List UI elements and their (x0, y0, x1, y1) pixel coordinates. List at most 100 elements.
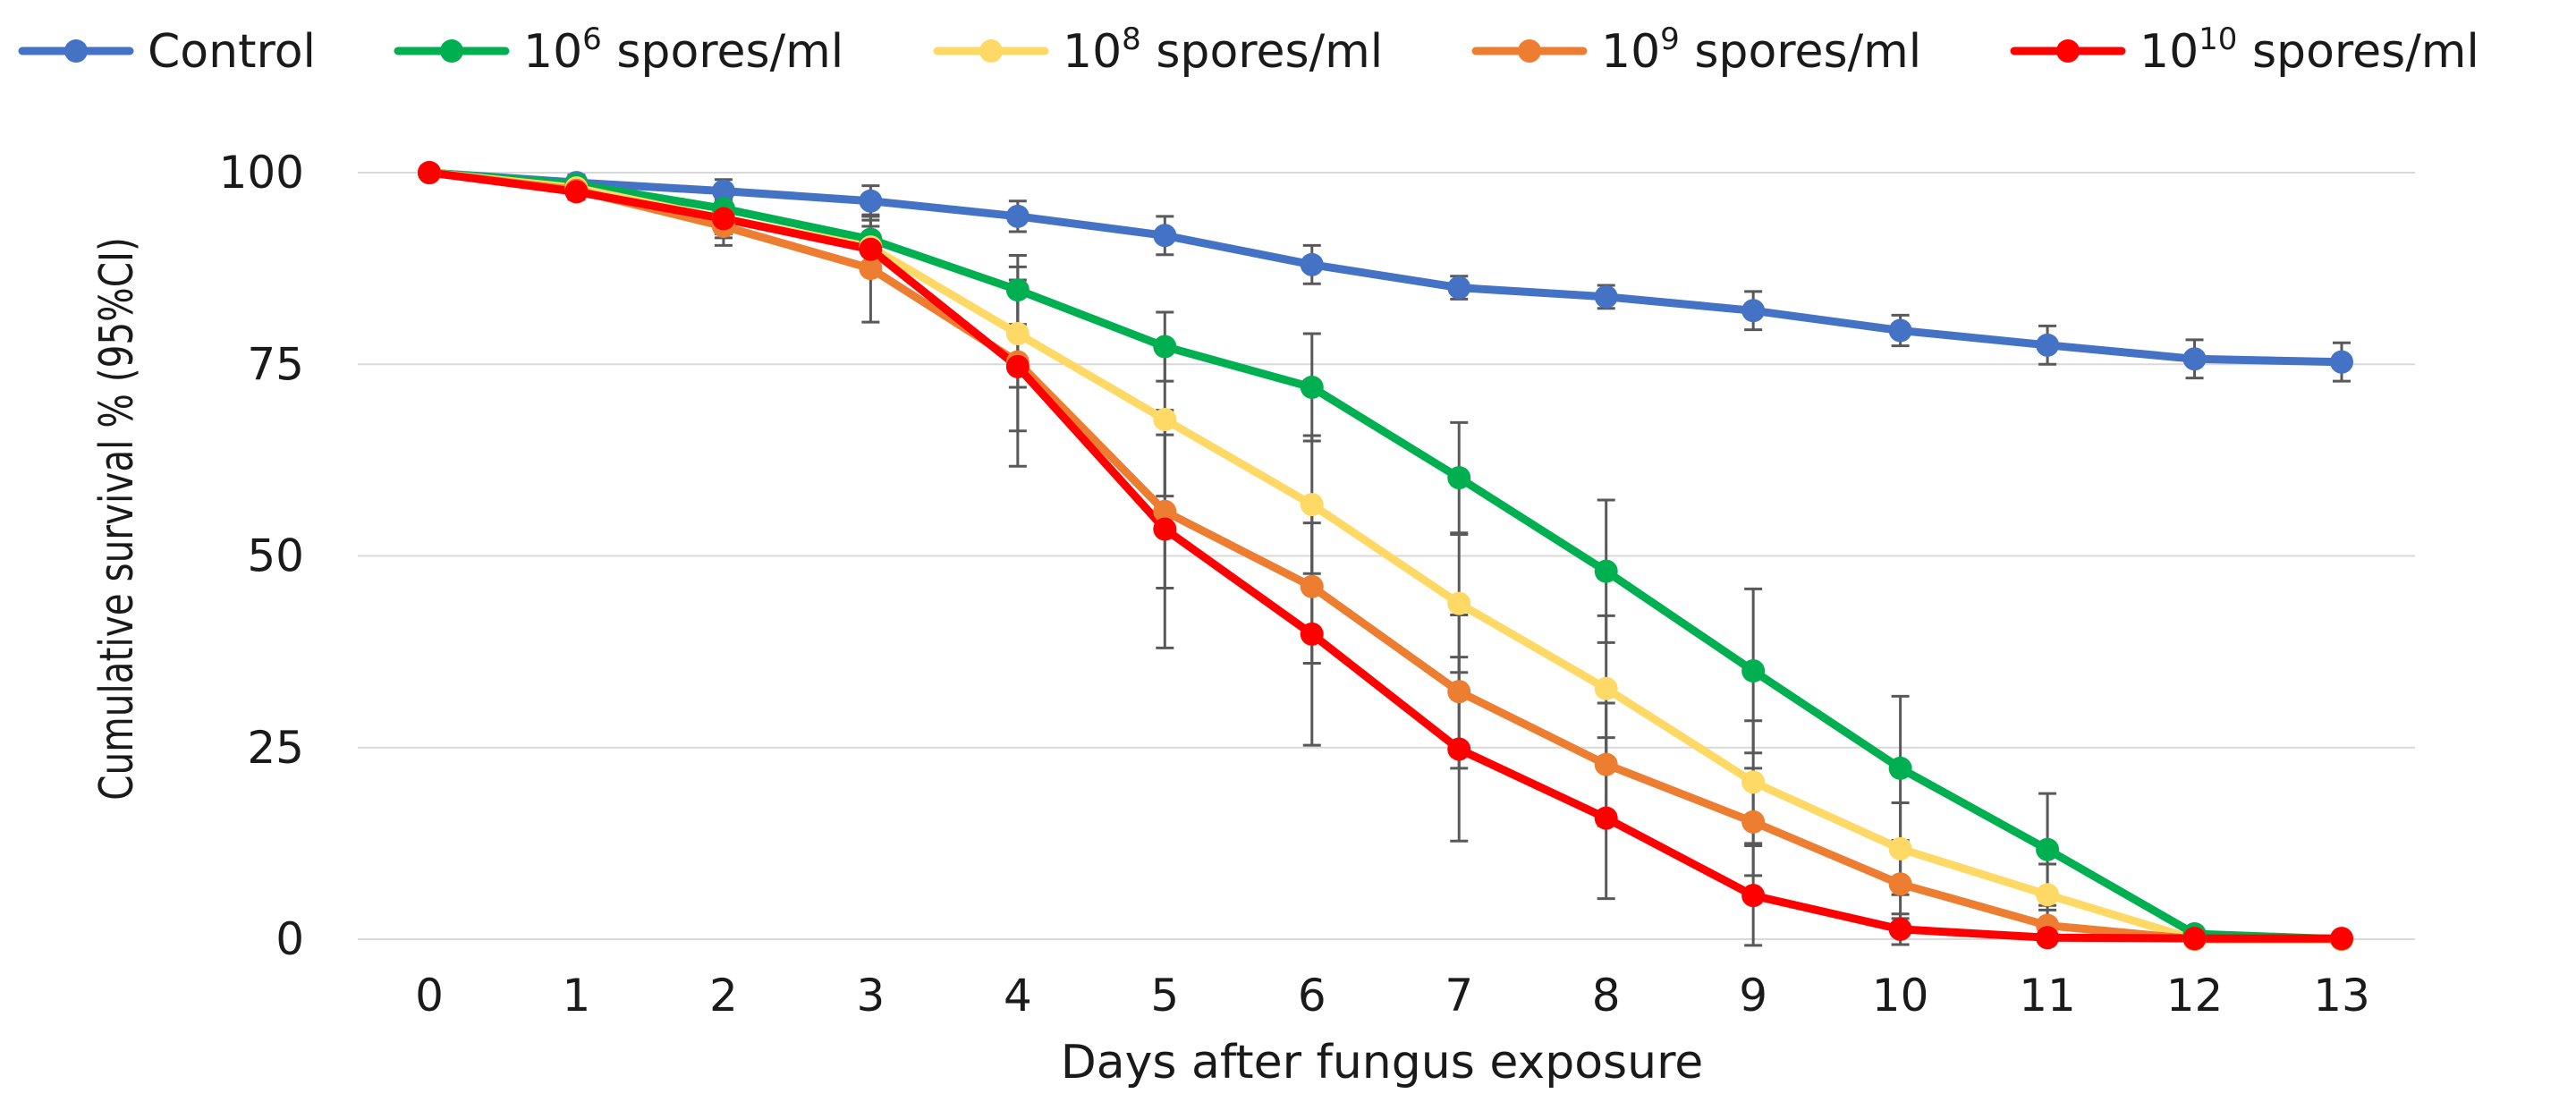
data-point (1741, 810, 1766, 834)
data-point (2330, 927, 2353, 951)
data-point (2036, 926, 2060, 950)
data-point (1447, 680, 1471, 704)
legend-label-superscript: 10 (2199, 21, 2237, 57)
data-point (1005, 321, 1030, 345)
data-point (1447, 466, 1471, 490)
data-point (1888, 872, 1912, 896)
data-point (1447, 737, 1471, 761)
legend-label-base: 10 (1601, 25, 1660, 79)
data-point (1594, 806, 1618, 830)
data-point (859, 237, 883, 261)
data-point (564, 180, 589, 204)
data-point (2036, 333, 2060, 357)
legend-marker-0 (64, 39, 88, 63)
legend-marker-3 (1518, 39, 1541, 63)
legend-label-superscript: 6 (582, 21, 602, 57)
series-line-4 (425, 168, 2346, 943)
legend-label-rest: spores/ml (602, 25, 843, 79)
data-point (1594, 676, 1618, 700)
x-tick-label-11: 11 (2019, 970, 2076, 1022)
y-tick-label-100: 100 (219, 147, 304, 199)
data-point (1741, 659, 1766, 683)
legend-marker-2 (979, 39, 1003, 63)
legend-label-base: 10 (1063, 25, 1122, 79)
data-point (1741, 770, 1766, 794)
series-line-3 (425, 168, 2346, 944)
legend-label-base: 10 (523, 25, 582, 79)
data-point (1888, 756, 1912, 780)
x-tick-label-13: 13 (2313, 970, 2370, 1022)
y-tick-label-50: 50 (247, 530, 304, 582)
legend: Control 106 spores/ml 108 spores/ml 109 spo… (18, 21, 2479, 79)
series-lines (425, 168, 2346, 944)
data-point (1153, 335, 1177, 359)
legend-label-2: 108 spores/ml (1063, 21, 1383, 79)
data-point (2330, 350, 2353, 374)
x-tick-label-10: 10 (1872, 970, 1929, 1022)
x-tick-label-9: 9 (1739, 970, 1767, 1022)
x-tick-label-5: 5 (1150, 970, 1179, 1022)
series-line-0 (425, 168, 2346, 367)
x-tick-label-2: 2 (709, 970, 738, 1022)
data-point (1300, 493, 1324, 517)
data-point (1741, 299, 1766, 323)
data-point (1447, 591, 1471, 615)
data-point (1594, 752, 1618, 776)
x-tick-label-6: 6 (1298, 970, 1326, 1022)
x-tick-label-1: 1 (563, 970, 591, 1022)
data-point (711, 179, 735, 203)
data-point (1594, 559, 1618, 583)
data-point (1594, 284, 1618, 309)
legend-label-base: 10 (2140, 25, 2199, 79)
data-point (1005, 278, 1030, 302)
legend-label-rest: spores/ml (1141, 25, 1383, 79)
x-axis-ticks: 0 1 2 3 4 5 6 7 8 9 10 11 12 13 (415, 970, 2370, 1022)
legend-label-base: Control (148, 25, 316, 79)
data-point (1153, 499, 1177, 523)
y-tick-label-25: 25 (247, 722, 304, 774)
data-point (1005, 204, 1030, 228)
legend-marker-1 (440, 39, 463, 63)
legend-label-4: 1010 spores/ml (2140, 21, 2479, 79)
data-point (1300, 252, 1324, 276)
legend-label-1: 106 spores/ml (523, 21, 843, 79)
data-point (1005, 354, 1030, 378)
data-point (711, 207, 735, 231)
data-point (1888, 836, 1912, 860)
data-point (2182, 927, 2207, 951)
data-point (859, 257, 883, 281)
series-points (418, 161, 2353, 951)
data-point (1888, 318, 1912, 343)
y-axis-ticks: 0 25 50 75 100 (219, 147, 304, 965)
data-point (2036, 837, 2060, 861)
data-point (1153, 517, 1177, 541)
data-point (859, 189, 883, 213)
x-tick-label-8: 8 (1592, 970, 1621, 1022)
x-tick-label-0: 0 (415, 970, 444, 1022)
data-point (2036, 883, 2060, 907)
x-tick-label-3: 3 (856, 970, 885, 1022)
legend-label-superscript: 9 (1660, 21, 1680, 57)
y-axis-title: Cumulative survival % (95%CI) (89, 237, 143, 801)
y-tick-label-75: 75 (247, 338, 304, 390)
x-tick-label-7: 7 (1445, 970, 1473, 1022)
legend-label-0: Control (148, 25, 316, 79)
x-axis-title: Days after fungus exposure (1061, 1036, 1704, 1089)
data-point (2182, 347, 2207, 371)
data-point (1447, 276, 1471, 300)
data-point (1153, 224, 1177, 248)
data-point (418, 161, 441, 184)
legend-label-rest: spores/ml (1680, 25, 1921, 79)
x-tick-label-4: 4 (1004, 970, 1032, 1022)
legend-label-3: 109 spores/ml (1601, 21, 1921, 79)
data-point (1300, 574, 1324, 598)
legend-marker-4 (2056, 39, 2080, 63)
data-point (1741, 884, 1766, 908)
data-point (1300, 375, 1324, 399)
data-point (1888, 917, 1912, 941)
series-line-1 (425, 168, 2346, 944)
data-point (1300, 622, 1324, 646)
legend-label-rest: spores/ml (2237, 25, 2479, 79)
y-tick-label-0: 0 (275, 913, 304, 965)
